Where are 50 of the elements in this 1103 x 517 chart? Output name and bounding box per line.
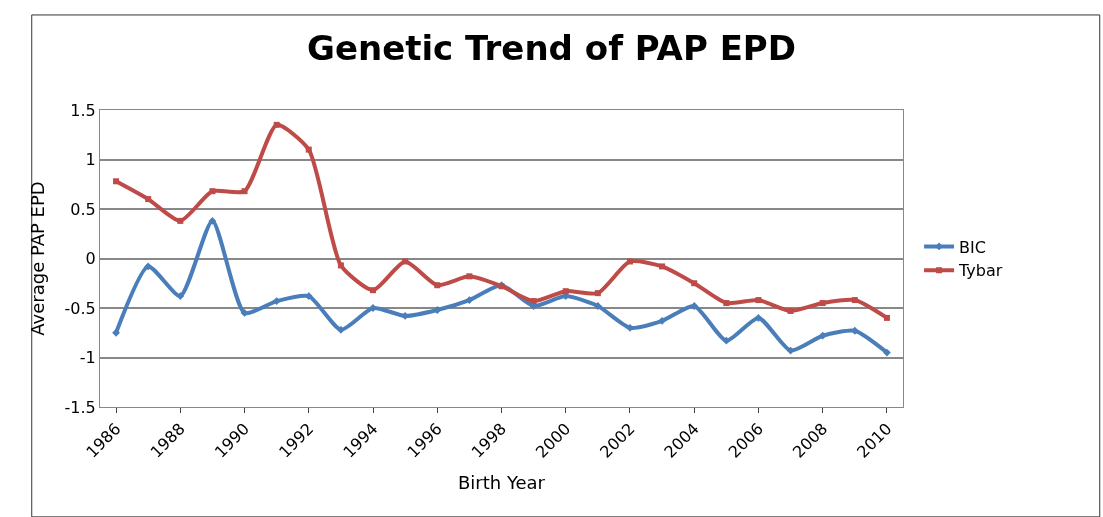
point bbox=[562, 288, 569, 295]
point bbox=[208, 216, 217, 225]
point bbox=[883, 314, 890, 321]
point bbox=[337, 325, 345, 334]
point bbox=[659, 263, 666, 270]
y-tick-label: 1.5 bbox=[70, 100, 96, 120]
point bbox=[818, 331, 827, 340]
y-axis-title: Average PAP EPD bbox=[26, 181, 48, 336]
point bbox=[305, 146, 312, 153]
y-tick-label: 0 bbox=[85, 249, 96, 269]
y-tick-label: -1 bbox=[79, 348, 96, 368]
point bbox=[787, 307, 794, 314]
point bbox=[113, 178, 120, 185]
point bbox=[337, 262, 344, 269]
legend-label: BIC bbox=[959, 237, 986, 257]
point bbox=[593, 302, 602, 310]
point bbox=[465, 296, 474, 304]
point bbox=[530, 298, 537, 305]
point bbox=[434, 282, 441, 289]
point bbox=[691, 280, 698, 287]
point bbox=[658, 316, 666, 325]
point bbox=[273, 121, 280, 128]
point bbox=[722, 336, 731, 345]
point bbox=[272, 297, 281, 305]
legend-label: Tybar bbox=[958, 261, 1003, 281]
point bbox=[754, 314, 763, 322]
point bbox=[402, 258, 409, 265]
y-tick-label: 1 bbox=[85, 150, 96, 170]
point bbox=[241, 188, 248, 195]
point bbox=[819, 300, 826, 307]
point bbox=[723, 300, 730, 307]
chart-title: Genetic Trend of PAP EPD bbox=[306, 27, 797, 68]
point bbox=[851, 297, 858, 304]
y-tick-label: -0.5 bbox=[64, 298, 96, 318]
point bbox=[370, 287, 377, 294]
y-tick-label: -1.5 bbox=[64, 397, 96, 417]
x-axis-title: Birth Year bbox=[457, 471, 546, 493]
point bbox=[176, 292, 185, 301]
y-tick-label: 0.5 bbox=[70, 199, 96, 219]
point bbox=[690, 302, 699, 310]
point bbox=[466, 273, 473, 280]
point bbox=[112, 328, 120, 337]
point bbox=[177, 217, 184, 224]
point bbox=[626, 258, 633, 265]
point bbox=[209, 188, 216, 195]
point bbox=[144, 262, 153, 271]
point bbox=[594, 290, 601, 297]
point bbox=[883, 348, 891, 357]
point bbox=[145, 196, 152, 203]
point bbox=[755, 297, 762, 304]
